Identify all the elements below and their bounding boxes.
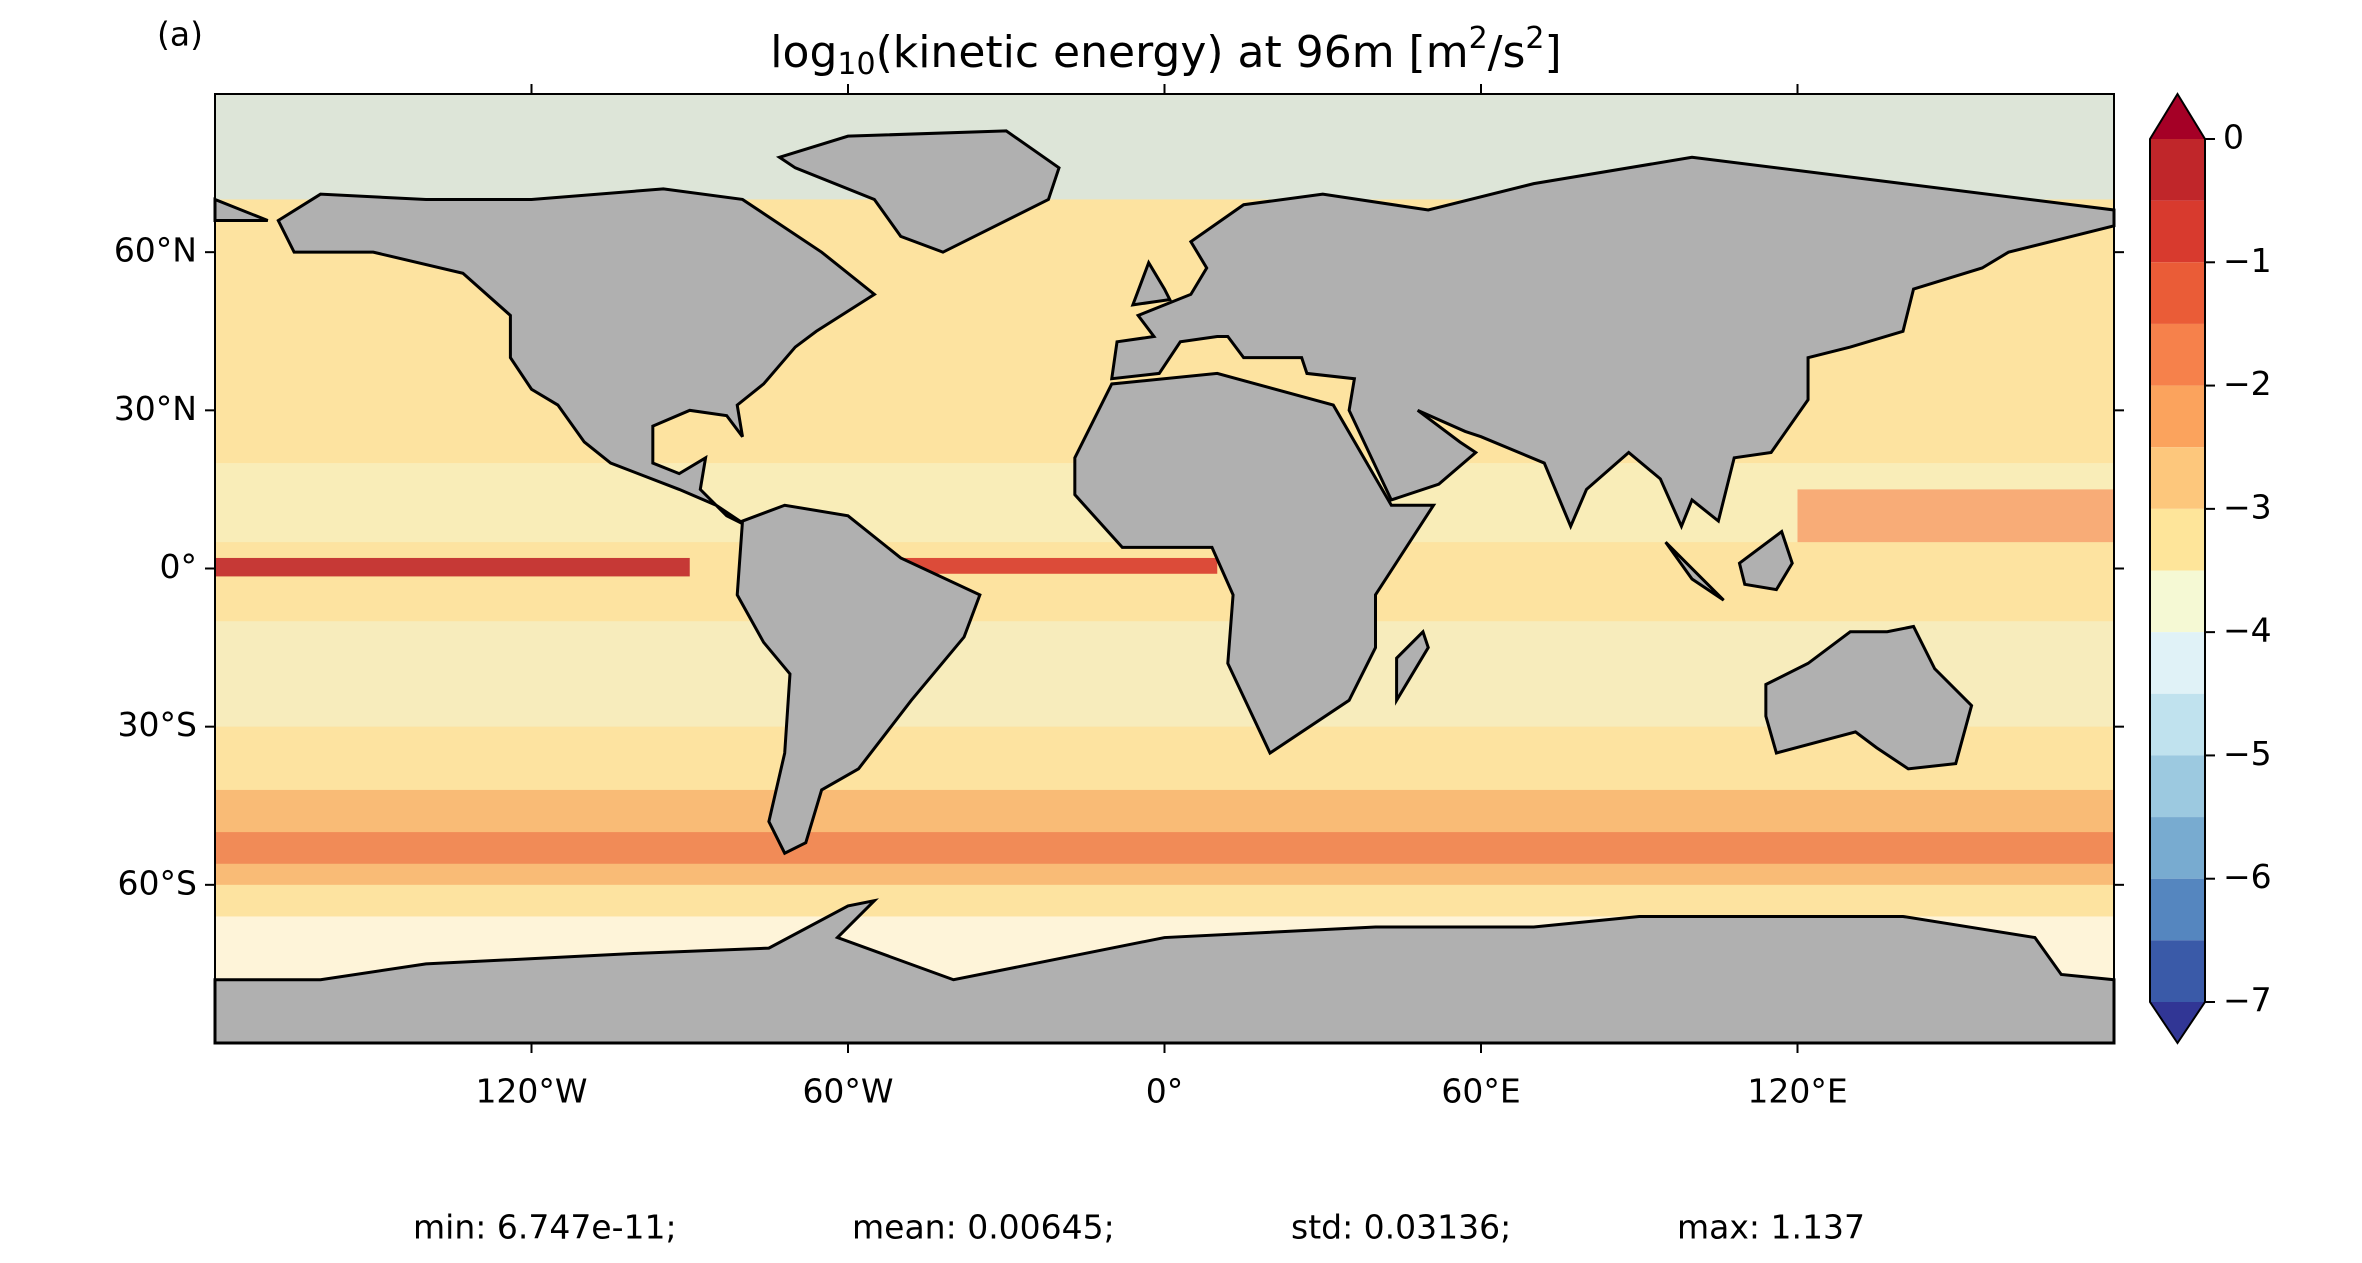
chart-title: log10(kinetic energy) at 96m [m2/s2] [770, 21, 1561, 82]
colorbar-tick-label: −1 [2223, 241, 2272, 280]
colorbar-bin [2150, 200, 2205, 263]
y-tick-label: 0° [160, 547, 198, 586]
colorbar-bin [2150, 940, 2205, 1002]
colorbar-bin [2150, 139, 2205, 201]
colorbar-tick-label: 0 [2223, 118, 2244, 157]
ocean-band [900, 557, 1218, 574]
colorbar: 0 −1 −2 −3 −4 −5 −6 −7 [2149, 92, 2272, 1045]
title-superscript: 2 [1525, 21, 1544, 56]
y-tick-label: 30°S [118, 705, 197, 744]
title-part: log [770, 27, 837, 78]
colorbar-bin [2150, 632, 2205, 694]
land [735, 503, 982, 856]
land [1109, 155, 2116, 531]
colorbar-bin [2150, 817, 2205, 879]
colorbar-tick-label: −2 [2223, 364, 2272, 403]
colorbar-bin [2150, 693, 2205, 756]
land [775, 129, 1061, 254]
stat-min: min: 6.747e-11; [413, 1208, 677, 1247]
land [1737, 529, 1794, 592]
x-tick-label: 120°W [475, 1072, 587, 1111]
title-part: /s [1488, 27, 1526, 78]
title-part: ] [1545, 27, 1562, 78]
land [1664, 541, 1725, 602]
title-superscript: 2 [1469, 21, 1488, 56]
x-tick-label: 60°W [802, 1072, 893, 1111]
panel-label: (a) [157, 15, 203, 54]
colorbar-bin [2150, 323, 2205, 386]
colorbar-bin [2150, 878, 2205, 941]
ocean-band [1797, 489, 2114, 543]
ocean-band [215, 832, 2114, 864]
y-tick-label: 60°S [118, 863, 197, 902]
colorbar-tick-label: −6 [2223, 857, 2272, 896]
land [1764, 624, 1974, 771]
land [213, 898, 2116, 1045]
colorbar-tick-label: −5 [2223, 734, 2272, 773]
x-tick-label: 60°E [1441, 1072, 1520, 1111]
colorbar-extend-top [2150, 94, 2205, 139]
colorbar-bin [2150, 385, 2205, 448]
map: 60°N 30°N 0° 30°S 60°S 120°W 60°W 0° 60°E 120°E [114, 84, 2124, 1111]
colorbar-bin [2150, 755, 2205, 818]
x-tick-label: 120°E [1747, 1072, 1847, 1111]
x-tick-label: 0° [1146, 1072, 1184, 1111]
colorbar-bin [2150, 508, 2205, 571]
land [276, 187, 877, 528]
stat-max: max: 1.137 [1677, 1208, 1865, 1247]
colorbar-tick-label: −4 [2223, 611, 2272, 650]
colorbar-tick-label: −7 [2223, 981, 2272, 1020]
land [1130, 259, 1173, 307]
land [1073, 371, 1437, 756]
colorbar-bin [2150, 570, 2205, 633]
title-subscript: 10 [837, 47, 875, 82]
colorbar-tick-label: −3 [2223, 487, 2272, 526]
colorbar-bin [2150, 447, 2205, 509]
stat-std: std: 0.03136; [1291, 1208, 1511, 1247]
colorbar-extend-bottom [2150, 1002, 2205, 1043]
title-part: (kinetic energy) at 96m [m [876, 27, 1469, 78]
y-tick-label: 60°N [114, 231, 197, 270]
colorbar-bin [2150, 262, 2205, 324]
ocean-band [215, 557, 690, 577]
stat-mean: mean: 0.00645; [852, 1208, 1115, 1247]
land [1395, 628, 1430, 706]
y-tick-label: 30°N [114, 389, 197, 428]
